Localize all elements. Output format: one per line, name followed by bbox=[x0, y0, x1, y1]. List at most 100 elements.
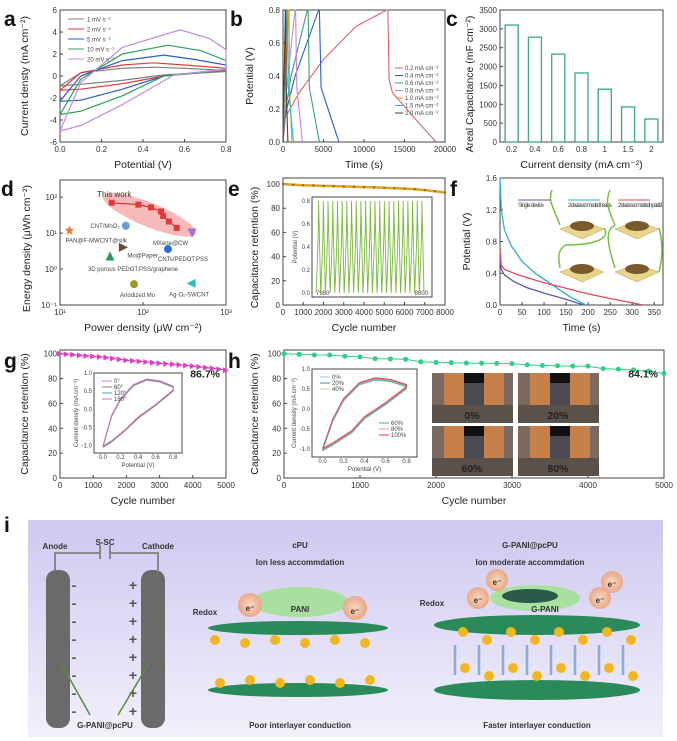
reference-label: 3D porous PEDOT:PSS/graphene bbox=[88, 267, 179, 273]
x-tick-label: 4000 bbox=[355, 308, 373, 317]
redox-label: Redox bbox=[420, 599, 445, 608]
retention-point bbox=[332, 184, 335, 188]
y-tick-label: 500 bbox=[484, 119, 498, 128]
retention-point bbox=[176, 361, 183, 368]
pani-label: PANI bbox=[291, 605, 310, 614]
retention-point bbox=[183, 362, 190, 369]
y-tick-label: 0 bbox=[276, 301, 281, 310]
device-illustration bbox=[559, 263, 605, 283]
inset-legend-label: 120° bbox=[114, 391, 127, 397]
retention-line bbox=[283, 353, 665, 374]
legend-label: 0.8 mA cm⁻² bbox=[405, 89, 439, 95]
y-tick-label: 2500 bbox=[479, 44, 497, 53]
retention-point bbox=[116, 356, 123, 363]
retention-point bbox=[322, 184, 325, 188]
inset-legend-label: 60° bbox=[114, 385, 124, 391]
y-axis-title: Potential (V) bbox=[461, 213, 473, 271]
x-tick-label: 0 bbox=[281, 308, 286, 317]
plot-frame bbox=[59, 9, 227, 143]
electron-label: e⁻ bbox=[246, 604, 255, 613]
reference-label: MXene@CW bbox=[153, 241, 188, 247]
y-tick-label: 60 bbox=[48, 399, 57, 408]
panel-letter: f bbox=[450, 178, 458, 201]
inset-x-tick-label: 0.4 bbox=[134, 455, 143, 461]
y-tick-label: 0.6 bbox=[269, 39, 281, 48]
y-tick-label: 0.2 bbox=[269, 105, 281, 114]
minus-sign: - bbox=[72, 631, 77, 647]
inset-cv-curve bbox=[102, 378, 174, 447]
y-tick-label: 3000 bbox=[479, 25, 497, 34]
legend-label: Single device bbox=[518, 203, 545, 209]
panel-letter: a bbox=[4, 8, 16, 31]
plot-frame bbox=[283, 349, 665, 479]
inset-y-tick-label: 0.0 bbox=[302, 407, 311, 413]
retention-point bbox=[57, 350, 63, 357]
electron-label: e⁻ bbox=[608, 580, 617, 589]
gpani-upper-layer bbox=[434, 615, 640, 635]
x-tick-label: 3000 bbox=[503, 481, 521, 490]
y-tick-label: 20 bbox=[271, 277, 280, 286]
y-tick-label: 3500 bbox=[479, 6, 497, 15]
minus-sign: - bbox=[72, 649, 77, 665]
y-tick-label: 0 bbox=[493, 138, 498, 147]
x-tick-label: 0.4 bbox=[137, 145, 149, 154]
retention-point bbox=[403, 356, 409, 362]
inset-frame bbox=[93, 372, 183, 454]
redox-label: Redox bbox=[193, 608, 218, 617]
y-tick-label: 10⁰ bbox=[45, 265, 57, 274]
x-tick-label: 0 bbox=[282, 481, 287, 490]
cation bbox=[532, 671, 542, 681]
cation bbox=[245, 675, 255, 685]
x-tick-label: 0 bbox=[58, 481, 63, 490]
electron-label: e⁻ bbox=[596, 596, 605, 605]
inset-y-tick-label: 1.0 bbox=[84, 371, 93, 377]
reference-label: CNTs/PEDOT:PSS bbox=[158, 257, 208, 263]
inset-y-tick-label: 0.8 bbox=[302, 199, 311, 205]
inset-cv: 0.0 0.2 0.4 0.6 0.8 -1.0 -0.5 0.0 0.5 1.0 Potentia… bbox=[292, 367, 418, 473]
reference-marker bbox=[187, 228, 197, 238]
panel-e: 0 1000 2000 3000 4000 5000 6000 7000 80000204060… bbox=[249, 177, 454, 334]
x-tick-label: 5000 bbox=[655, 481, 673, 490]
strain-label: 80% bbox=[547, 463, 569, 475]
inset-x-tick-label: 0.2 bbox=[116, 455, 125, 461]
inset-legend-label: 80% bbox=[391, 427, 404, 433]
legend-label: 1.5 mA cm⁻² bbox=[405, 104, 439, 110]
cation bbox=[460, 663, 470, 673]
anion bbox=[240, 638, 250, 648]
inset-y-tick-label: 0.6 bbox=[302, 222, 311, 228]
y-axis-title: Capacitance retention (%) bbox=[249, 187, 261, 308]
legend-label: 1 mV s⁻¹ bbox=[87, 18, 111, 24]
series-wire bbox=[549, 189, 607, 269]
inset-y-tick-label: 0.2 bbox=[302, 268, 311, 274]
minus-sign: - bbox=[72, 703, 77, 719]
strain-label: 0% bbox=[464, 410, 480, 422]
cation bbox=[628, 671, 638, 681]
panel-a: 0.0 0.2 0.4 0.6 0.8 -6 -4 -2 0 2 4 6 Potential (V) Cu… bbox=[19, 6, 232, 171]
x-tick-label: 6000 bbox=[396, 308, 414, 317]
retention-point bbox=[223, 367, 229, 374]
this-work-point bbox=[108, 199, 115, 206]
this-work-point bbox=[148, 204, 155, 211]
inset-y-tick-label: 1.0 bbox=[302, 367, 311, 373]
retention-point bbox=[463, 360, 469, 366]
y-tick-label: 60 bbox=[271, 228, 280, 237]
y-axis-title: Current densty (mA cm⁻²) bbox=[19, 16, 31, 136]
anion bbox=[602, 627, 612, 637]
cation bbox=[275, 678, 285, 688]
retention-point bbox=[362, 185, 366, 189]
electron bbox=[589, 587, 611, 609]
inset-y-tick-label: -0.5 bbox=[82, 426, 93, 432]
x-tick-label: 2000 bbox=[315, 308, 333, 317]
inset-x-tick-label: 0.0 bbox=[99, 455, 108, 461]
stretch-photo: 80% bbox=[518, 426, 599, 476]
cpu-subtitle: Ion less accommdation bbox=[256, 558, 345, 567]
retention-point bbox=[585, 363, 591, 369]
x-tick-label: 1000 bbox=[84, 481, 102, 490]
retention-point bbox=[661, 370, 667, 376]
inset-x-tick-label: 0.4 bbox=[360, 459, 369, 465]
retention-point bbox=[433, 359, 439, 365]
electron bbox=[467, 587, 489, 609]
x-tick-label: 1000 bbox=[351, 481, 369, 490]
inset-x-title: Potential (V) bbox=[121, 463, 154, 469]
